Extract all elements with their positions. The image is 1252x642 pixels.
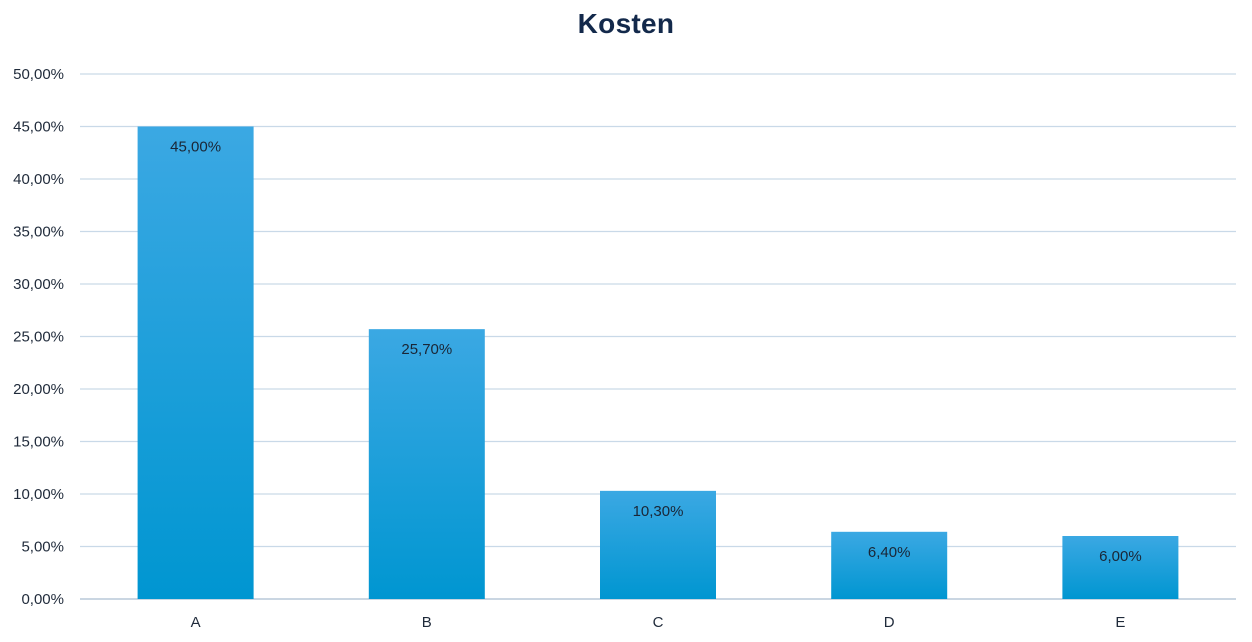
data-label: 6,00%	[1099, 548, 1142, 565]
x-category-label: D	[884, 614, 895, 631]
y-tick-label: 5,00%	[21, 539, 64, 556]
x-category-label: C	[653, 614, 664, 631]
y-tick-label: 40,00%	[13, 171, 64, 188]
x-axis-category-labels: A B C D E	[191, 614, 1126, 631]
y-tick-label: 50,00%	[13, 66, 64, 83]
bars	[137, 126, 1179, 599]
y-tick-label: 0,00%	[21, 591, 64, 608]
y-tick-label: 45,00%	[13, 119, 64, 136]
y-tick-label: 10,00%	[13, 486, 64, 503]
data-labels: 45,00% 25,70% 10,30% 6,40% 6,00%	[170, 139, 1142, 566]
chart-title: Kosten	[577, 8, 675, 39]
y-tick-label: 20,00%	[13, 381, 64, 398]
data-label: 10,30%	[633, 503, 684, 520]
bar-b	[368, 329, 485, 599]
data-label: 6,40%	[868, 544, 911, 561]
y-tick-label: 25,00%	[13, 329, 64, 346]
bar-a	[137, 126, 254, 599]
data-label: 25,70%	[401, 341, 452, 358]
data-label: 45,00%	[170, 139, 221, 156]
bar-e	[1062, 536, 1179, 599]
y-tick-label: 35,00%	[13, 224, 64, 241]
bar-d	[831, 531, 948, 599]
y-tick-label: 15,00%	[13, 434, 64, 451]
bar-c	[600, 490, 716, 599]
y-tick-label: 30,00%	[13, 276, 64, 293]
x-category-label: E	[1115, 614, 1125, 631]
y-axis-tick-labels: 0,00% 5,00% 10,00% 15,00% 20,00% 25,00% 30,00%…	[13, 66, 64, 608]
x-category-label: A	[191, 614, 201, 631]
x-category-label: B	[422, 614, 432, 631]
